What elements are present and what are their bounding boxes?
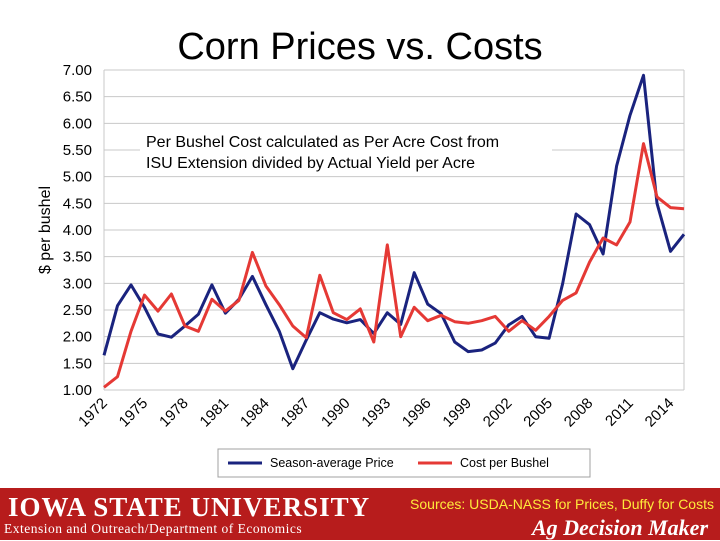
x-tick-labels: 1972 1975 1978 1981 1984 1987 1990 1993 1996 1999… [75,395,677,431]
brand-logo-text: Ag Decision Maker [532,515,708,540]
annotation-box: Per Bushel Cost calculated as Per Acre C… [140,128,552,176]
chart-title: Corn Prices vs. Costs [177,26,543,68]
y-tick-label: 4.50 [63,195,92,212]
department-name: Extension and Outreach/Department of Eco… [4,521,303,536]
sources-note: Sources: USDA-NASS for Prices, Duffy for… [410,496,714,512]
x-tick-label: 1984 [237,395,273,431]
y-tick-label: 6.50 [63,89,92,106]
annotation-line-1: Per Bushel Cost calculated as Per Acre C… [146,134,499,151]
university-wordmark: IOWA STATE UNIVERSITY [8,492,371,522]
x-tick-label: 2005 [520,395,556,431]
y-tick-label: 4.00 [63,222,92,239]
x-tick-label: 1999 [439,395,475,431]
x-tick-label: 1975 [116,395,152,431]
x-tick-label: 1993 [358,395,394,431]
x-tick-label: 2014 [642,395,678,431]
x-tick-label: 1978 [156,395,192,431]
x-tick-label: 1996 [399,395,435,431]
y-tick-label: 5.00 [63,169,92,186]
y-tick-label: 3.00 [63,275,92,292]
x-tick-label: 2002 [480,395,516,431]
y-tick-labels: 1.00 1.50 2.00 2.50 3.00 3.50 4.00 4.50 5.00 5.50… [63,62,92,399]
gridlines [103,69,685,391]
y-tick-label: 7.00 [63,62,92,79]
legend-label-cost: Cost per Bushel [460,456,549,470]
legend-label-price: Season-average Price [270,456,394,470]
legend: Season-average Price Cost per Bushel [217,448,591,478]
y-tick-label: 2.50 [63,302,92,319]
x-tick-label: 1972 [75,395,111,431]
x-tick-label: 1981 [197,395,233,431]
y-tick-label: 2.00 [63,329,92,346]
y-tick-label: 6.00 [63,115,92,132]
series-line-cost [103,142,685,389]
series-lines [102,73,686,389]
line-chart: 1.00 1.50 2.00 2.50 3.00 3.50 4.00 4.50 5.00 5.50… [37,62,686,478]
y-tick-label: 1.00 [63,382,92,399]
y-tick-label: 1.50 [63,355,92,372]
y-tick-label: 5.50 [63,142,92,159]
annotation-line-2: ISU Extension divided by Actual Yield pe… [146,155,475,172]
x-tick-label: 1987 [278,395,314,431]
series-line-price [102,73,686,371]
x-tick-label: 2008 [561,395,597,431]
x-tick-label: 1990 [318,395,354,431]
footer-bar: IOWA STATE UNIVERSITY Extension and Outr… [0,488,720,540]
y-axis-label: $ per bushel [37,186,54,274]
x-tick-label: 2011 [602,395,637,430]
y-tick-label: 3.50 [63,249,92,266]
